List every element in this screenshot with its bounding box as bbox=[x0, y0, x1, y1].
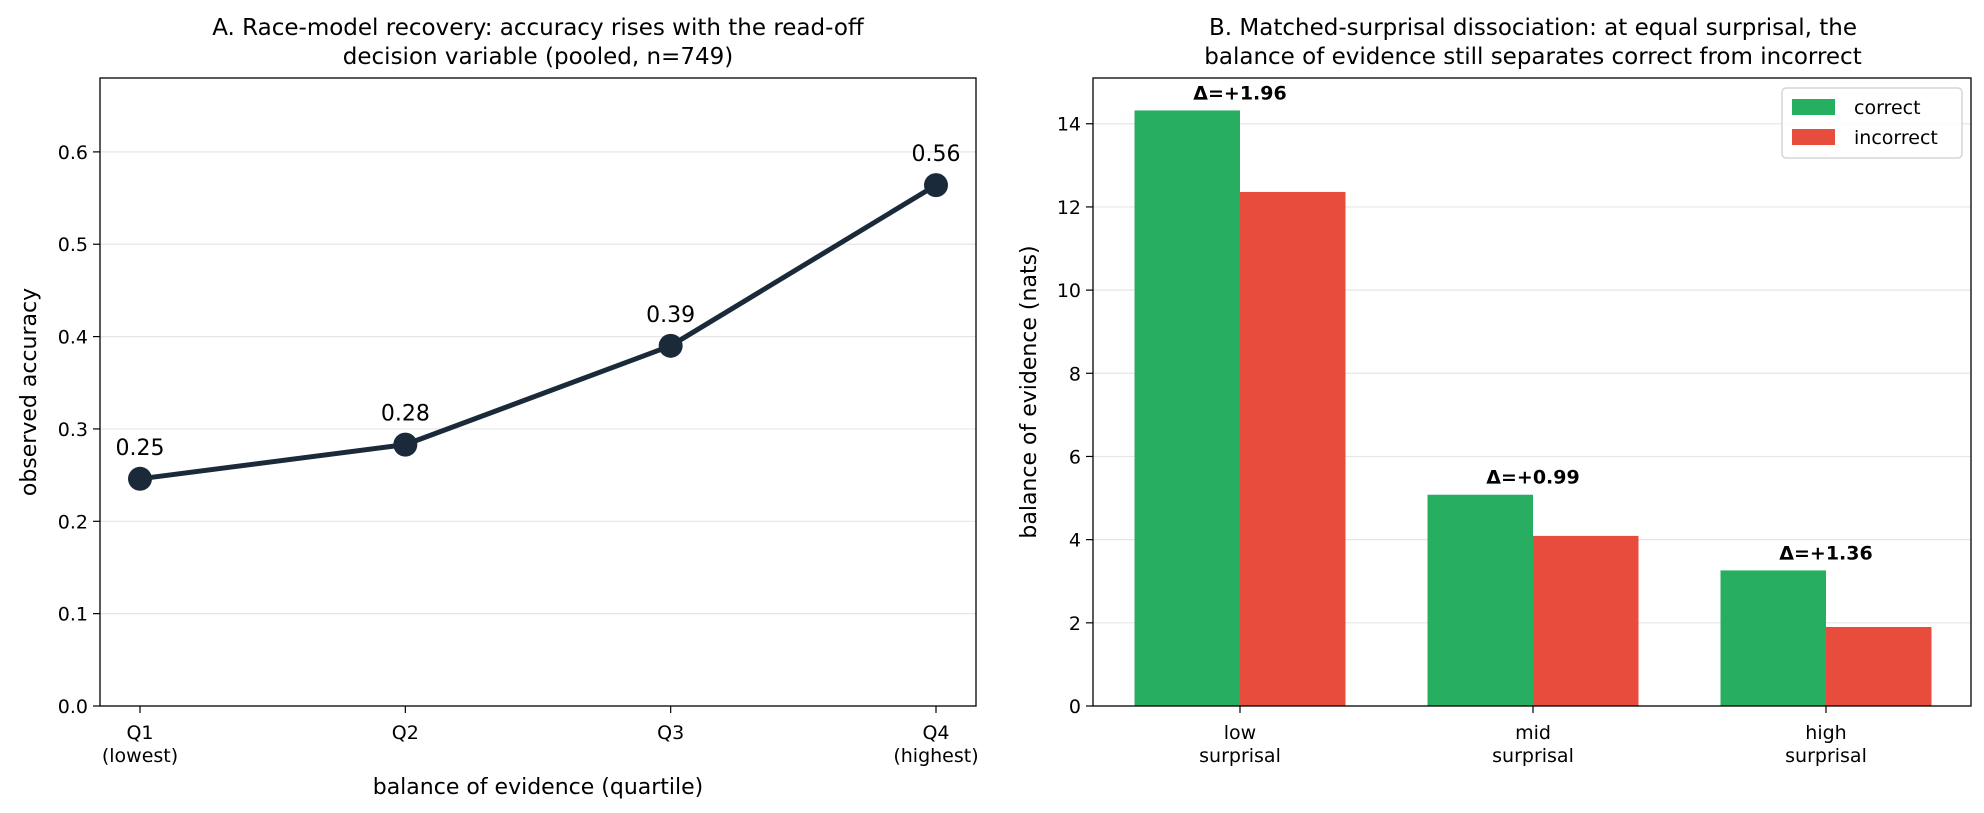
panel-b-delta-annotation: Δ=+1.36 bbox=[1779, 542, 1872, 564]
panel-b-x-tick-sublabel: surprisal bbox=[1492, 745, 1574, 767]
panel-a-x-ticks: Q1(lowest) Q2 Q3 Q4(highest) bbox=[102, 706, 979, 767]
panel-a-series-line bbox=[139, 182, 938, 482]
panel-b-bar-correct bbox=[1134, 110, 1240, 706]
panel-b-title-line-2: balance of evidence still separates corr… bbox=[1204, 44, 1861, 70]
panel-a-title-line-2: decision variable (pooled, n=749) bbox=[343, 44, 733, 70]
panel-b-delta-annotation: Δ=+1.96 bbox=[1193, 82, 1286, 104]
panel-a-line-chart: A. Race-model recovery: accuracy rises w… bbox=[17, 15, 979, 800]
panel-b-bar-incorrect bbox=[1240, 191, 1346, 707]
panel-b-y-tick-label: 6 bbox=[1069, 446, 1081, 468]
panel-b-y-ticks: 0 2 4 6 8 10 12 14 bbox=[1057, 114, 1093, 718]
panel-b-legend: correct incorrect bbox=[1781, 87, 1963, 159]
panel-a-data-point bbox=[658, 333, 683, 358]
panel-b-x-tick-label: mid bbox=[1515, 722, 1551, 744]
panel-a-y-tick-label: 0.1 bbox=[58, 604, 88, 626]
panel-a-point-label: 0.28 bbox=[381, 402, 430, 427]
panel-b-x-tick-label: low bbox=[1224, 722, 1256, 744]
panel-a-y-ticks: 0.0 0.1 0.2 0.3 0.4 0.5 0.6 bbox=[58, 142, 100, 718]
panel-b-plot-frame bbox=[1092, 77, 1972, 707]
panel-a-data-point bbox=[128, 466, 152, 491]
panel-b-y-tick-label: 0 bbox=[1069, 696, 1081, 718]
panel-b-y-axis-label: balance of evidence (nats) bbox=[1017, 245, 1042, 538]
panel-b-x-tick-sublabel: surprisal bbox=[1199, 745, 1281, 767]
panel-b-bar-incorrect bbox=[1826, 626, 1932, 706]
panel-b-bar-incorrect bbox=[1533, 535, 1639, 706]
panel-a-data-point bbox=[924, 173, 948, 198]
panel-a-y-axis-label: observed accuracy bbox=[17, 288, 42, 496]
panel-b-bars bbox=[1134, 110, 1932, 707]
panel-a-x-tick-sublabel: (highest) bbox=[893, 745, 978, 767]
panel-a-y-tick-label: 0.4 bbox=[58, 327, 88, 349]
panel-a-x-tick-sublabel: (lowest) bbox=[102, 745, 178, 767]
panel-b-bar-correct bbox=[1427, 494, 1533, 706]
panel-b-bar-correct bbox=[1720, 570, 1826, 706]
panel-a-plot-frame bbox=[99, 77, 977, 707]
panel-a-point-label: 0.39 bbox=[646, 303, 695, 328]
panel-a-y-tick-label: 0.6 bbox=[58, 142, 88, 164]
panel-b-delta-annotations: Δ=+1.96 Δ=+0.99 Δ=+1.36 bbox=[1193, 82, 1872, 564]
panel-b-y-tick-label: 14 bbox=[1057, 114, 1081, 136]
panel-b-bar-chart: B. Matched-surprisal dissociation: at eq… bbox=[1017, 15, 1972, 767]
panel-b-y-tick-label: 2 bbox=[1069, 613, 1081, 635]
panel-b-y-tick-label: 8 bbox=[1069, 363, 1081, 385]
panel-a-point-label: 0.56 bbox=[912, 142, 961, 167]
panel-a-title-line-1: A. Race-model recovery: accuracy rises w… bbox=[212, 15, 865, 41]
panel-a-x-tick-label: Q1 bbox=[126, 722, 153, 744]
panel-b-y-tick-label: 12 bbox=[1057, 197, 1081, 219]
panel-a-x-tick-label: Q2 bbox=[392, 722, 419, 744]
legend-swatch-incorrect bbox=[1792, 129, 1835, 145]
panel-b-title-line-1: B. Matched-surprisal dissociation: at eq… bbox=[1209, 15, 1857, 41]
panel-a-data-point bbox=[393, 432, 418, 457]
panel-a-x-axis-label: balance of evidence (quartile) bbox=[373, 775, 704, 800]
panel-a-grid bbox=[100, 151, 976, 615]
panel-a-y-tick-label: 0.2 bbox=[58, 511, 88, 533]
panel-a-x-tick-label: Q3 bbox=[657, 722, 684, 744]
panel-b-y-tick-label: 4 bbox=[1069, 530, 1081, 552]
panel-a-x-tick-label: Q4 bbox=[922, 722, 949, 744]
panel-a-y-tick-label: 0.0 bbox=[58, 696, 88, 718]
legend-label-correct: correct bbox=[1854, 97, 1921, 119]
panel-b-x-tick-label: high bbox=[1805, 722, 1846, 744]
panel-b-y-tick-label: 10 bbox=[1057, 280, 1081, 302]
legend-swatch-correct bbox=[1792, 99, 1835, 115]
legend-label-incorrect: incorrect bbox=[1854, 127, 1938, 149]
panel-a-point-label: 0.25 bbox=[116, 436, 165, 461]
panel-b-x-tick-sublabel: surprisal bbox=[1785, 745, 1867, 767]
panel-a-series: 0.25 0.28 0.39 0.56 bbox=[116, 142, 961, 491]
panel-b-delta-annotation: Δ=+0.99 bbox=[1486, 467, 1579, 489]
panel-a-y-tick-label: 0.3 bbox=[58, 419, 88, 441]
panel-a-y-tick-label: 0.5 bbox=[58, 234, 88, 256]
